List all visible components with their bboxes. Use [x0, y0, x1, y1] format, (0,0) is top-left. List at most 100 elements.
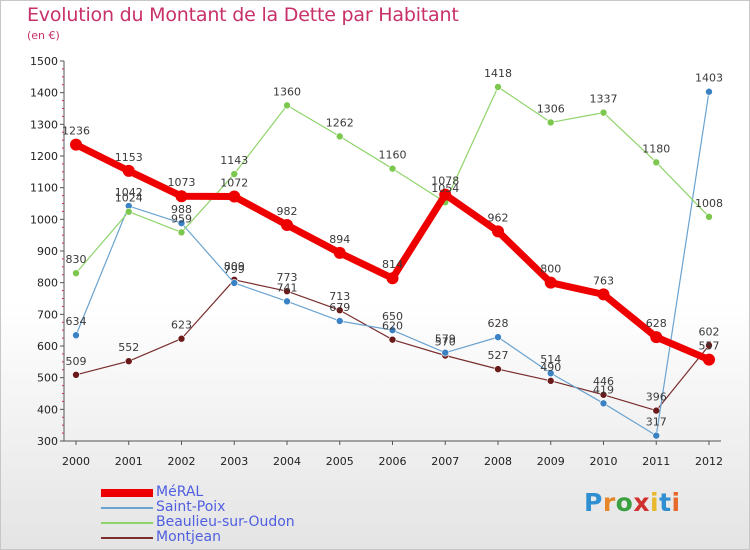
- data-point: [439, 188, 452, 201]
- data-point: [597, 288, 610, 301]
- data-label: 1337: [590, 93, 618, 106]
- y-tick-label: 500: [37, 372, 58, 385]
- data-label: 679: [329, 301, 350, 314]
- data-point: [281, 219, 293, 232]
- data-point: [546, 369, 555, 378]
- legend-label-beaulieu: Beaulieu-sur-Oudon: [156, 514, 295, 530]
- legend-swatch-montjean: [101, 536, 153, 539]
- y-tick-label: 600: [37, 340, 58, 353]
- data-label: 1180: [642, 142, 670, 155]
- data-point: [544, 276, 557, 289]
- data-label: 809: [224, 260, 245, 273]
- data-label: 1073: [168, 176, 196, 189]
- data-label: 509: [66, 355, 87, 368]
- data-label: 1403: [695, 72, 723, 85]
- data-label: 1054: [431, 182, 459, 195]
- logo-letter: o: [615, 488, 634, 517]
- legend-swatch-meral: [101, 488, 153, 497]
- data-label: 396: [646, 391, 667, 404]
- data-label: 1153: [115, 151, 143, 164]
- logo-letter: x: [633, 488, 650, 517]
- x-tick-label: 2010: [590, 455, 618, 468]
- data-point: [177, 219, 186, 227]
- data-point: [335, 306, 344, 315]
- y-tick-label: 1000: [30, 213, 58, 226]
- axes: 300 400 500 600 700 800 900 1000 1100 1200 1300 140…: [30, 55, 723, 468]
- data-label: 419: [593, 383, 614, 396]
- data-label: 763: [593, 274, 614, 287]
- y-tick-label: 1200: [30, 150, 58, 163]
- data-point: [177, 228, 186, 237]
- data-label: 1042: [115, 186, 143, 199]
- logo-letter: i: [671, 488, 681, 517]
- data-label: 514: [540, 353, 561, 366]
- x-tick-label: 2012: [695, 455, 723, 468]
- data-label: 959: [171, 212, 192, 225]
- data-point: [335, 132, 344, 141]
- x-tick-label: 2009: [537, 455, 565, 468]
- data-point: [72, 371, 80, 379]
- data-point: [650, 331, 663, 344]
- data-point: [230, 170, 239, 178]
- y-tick-label: 300: [37, 435, 58, 448]
- data-point: [494, 365, 502, 373]
- data-point: [652, 431, 661, 440]
- legend-label-meral: MéRAL: [156, 484, 204, 500]
- y-tick-label: 1400: [30, 87, 58, 100]
- data-point: [124, 357, 133, 366]
- data-label: 1008: [695, 197, 723, 210]
- data-point: [441, 348, 450, 357]
- data-point: [333, 246, 346, 259]
- y-tick-label: 1300: [30, 118, 58, 131]
- proxiti-logo: Proxiti: [584, 488, 681, 517]
- data-point: [72, 269, 80, 277]
- logo-letter: i: [650, 488, 660, 517]
- data-point: [386, 272, 399, 285]
- x-tick-label: 2006: [379, 455, 407, 468]
- data-label: 1418: [484, 67, 512, 80]
- x-tick-label: 2003: [220, 455, 248, 468]
- chart-title: Evolution du Montant de la Dette par Hab…: [27, 4, 459, 26]
- data-point: [72, 331, 80, 340]
- x-tick-label: 2002: [168, 455, 196, 468]
- data-point: [546, 118, 555, 127]
- y-tick-label: 700: [37, 308, 58, 321]
- data-label: 623: [171, 319, 192, 332]
- data-label: 799: [224, 263, 245, 276]
- series-layer: [70, 83, 715, 440]
- data-label: 962: [488, 211, 509, 224]
- data-point: [705, 213, 713, 221]
- y-tick-label: 900: [37, 245, 58, 258]
- data-label: 634: [66, 315, 87, 328]
- legend-label-saint-poix: Saint-Poix: [156, 499, 226, 515]
- x-tick-label: 2011: [642, 455, 670, 468]
- y-tick-label: 1500: [30, 55, 58, 68]
- data-label: 1143: [220, 154, 248, 167]
- data-point: [388, 326, 397, 334]
- data-label: 557: [699, 340, 720, 353]
- data-label: 628: [646, 317, 667, 330]
- y-tick-label: 800: [37, 277, 58, 290]
- data-label: 1306: [537, 102, 565, 115]
- data-point: [705, 87, 713, 96]
- data-label: 650: [382, 310, 403, 323]
- data-point: [494, 333, 502, 341]
- data-label: 1160: [379, 149, 407, 162]
- data-point: [546, 377, 555, 385]
- data-point: [122, 164, 135, 177]
- data-point: [599, 399, 608, 408]
- x-tick-label: 2004: [273, 455, 301, 468]
- data-label: 800: [540, 263, 561, 276]
- x-tick-label: 2008: [484, 455, 512, 468]
- data-label: 446: [593, 375, 614, 388]
- x-tick-label: 2007: [431, 455, 459, 468]
- data-label: 1360: [273, 85, 301, 98]
- data-label: 602: [699, 325, 720, 338]
- data-point: [388, 335, 397, 344]
- x-tick-label: 2000: [62, 455, 90, 468]
- data-label: 982: [277, 205, 298, 218]
- data-label: 773: [277, 271, 298, 284]
- data-point: [124, 207, 133, 216]
